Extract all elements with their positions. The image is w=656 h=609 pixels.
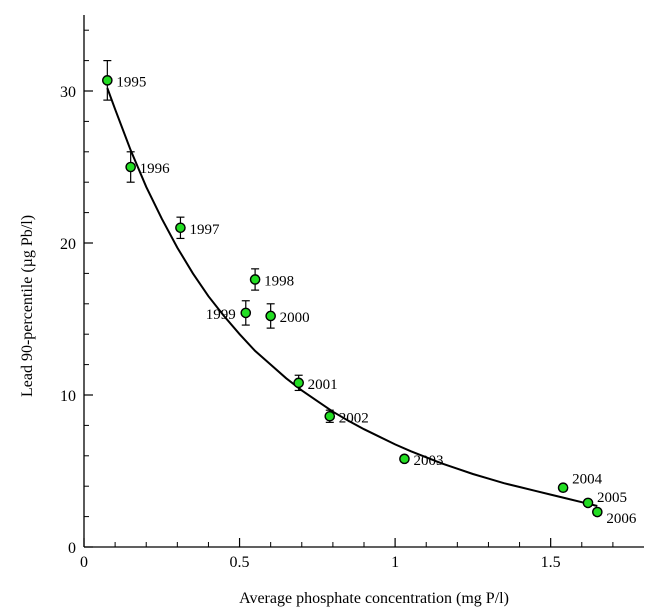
x-axis-label: Average phosphate concentration (mg P/l) xyxy=(239,590,509,607)
fit-curve xyxy=(106,87,598,507)
y-tick-label: 20 xyxy=(60,236,76,253)
point-label-2006: 2006 xyxy=(606,511,637,527)
point-label-1999: 1999 xyxy=(206,307,236,323)
axes: 0 0.5 1 1.5 0 10 20 30 xyxy=(60,15,644,571)
data-point-2001 xyxy=(293,377,304,389)
point-label-1997: 1997 xyxy=(189,222,220,238)
x-tick-label: 1 xyxy=(391,554,399,571)
fit-curve-group xyxy=(106,87,598,507)
point-label-2005: 2005 xyxy=(597,490,627,506)
data-point-2003 xyxy=(399,453,410,465)
data-points: 1995 1996 1997 1998 1999 2000 2001 2002 2003 2004… xyxy=(102,59,637,527)
y-tick-label: 10 xyxy=(60,388,76,405)
point-label-2002: 2002 xyxy=(339,410,369,426)
y-axis-label: Lead 90-percentile (µg Pb/l) xyxy=(19,215,36,397)
point-label-1996: 1996 xyxy=(140,161,171,177)
data-point-1995 xyxy=(102,75,113,86)
y-tick-label: 30 xyxy=(60,84,76,101)
point-label-2004: 2004 xyxy=(572,472,603,488)
x-tick-label: 0.5 xyxy=(230,554,250,571)
x-tick-label: 1.5 xyxy=(541,554,561,571)
point-label-2000: 2000 xyxy=(280,310,310,326)
data-point-2000 xyxy=(265,310,276,322)
data-point-1998 xyxy=(249,274,261,285)
x-tick-label: 0 xyxy=(80,554,88,571)
data-point-1999 xyxy=(240,307,252,319)
data-point-1997 xyxy=(175,222,186,234)
point-label-1995: 1995 xyxy=(116,74,146,90)
y-tick-label: 0 xyxy=(68,540,76,557)
point-label-2001: 2001 xyxy=(308,377,338,393)
point-label-2003: 2003 xyxy=(413,453,443,469)
data-point-2005 xyxy=(582,497,594,509)
data-point-2006 xyxy=(592,506,603,518)
data-point-1996 xyxy=(125,161,136,173)
data-point-2004 xyxy=(557,482,569,494)
data-point-2002 xyxy=(324,410,336,422)
point-label-1998: 1998 xyxy=(264,273,294,289)
